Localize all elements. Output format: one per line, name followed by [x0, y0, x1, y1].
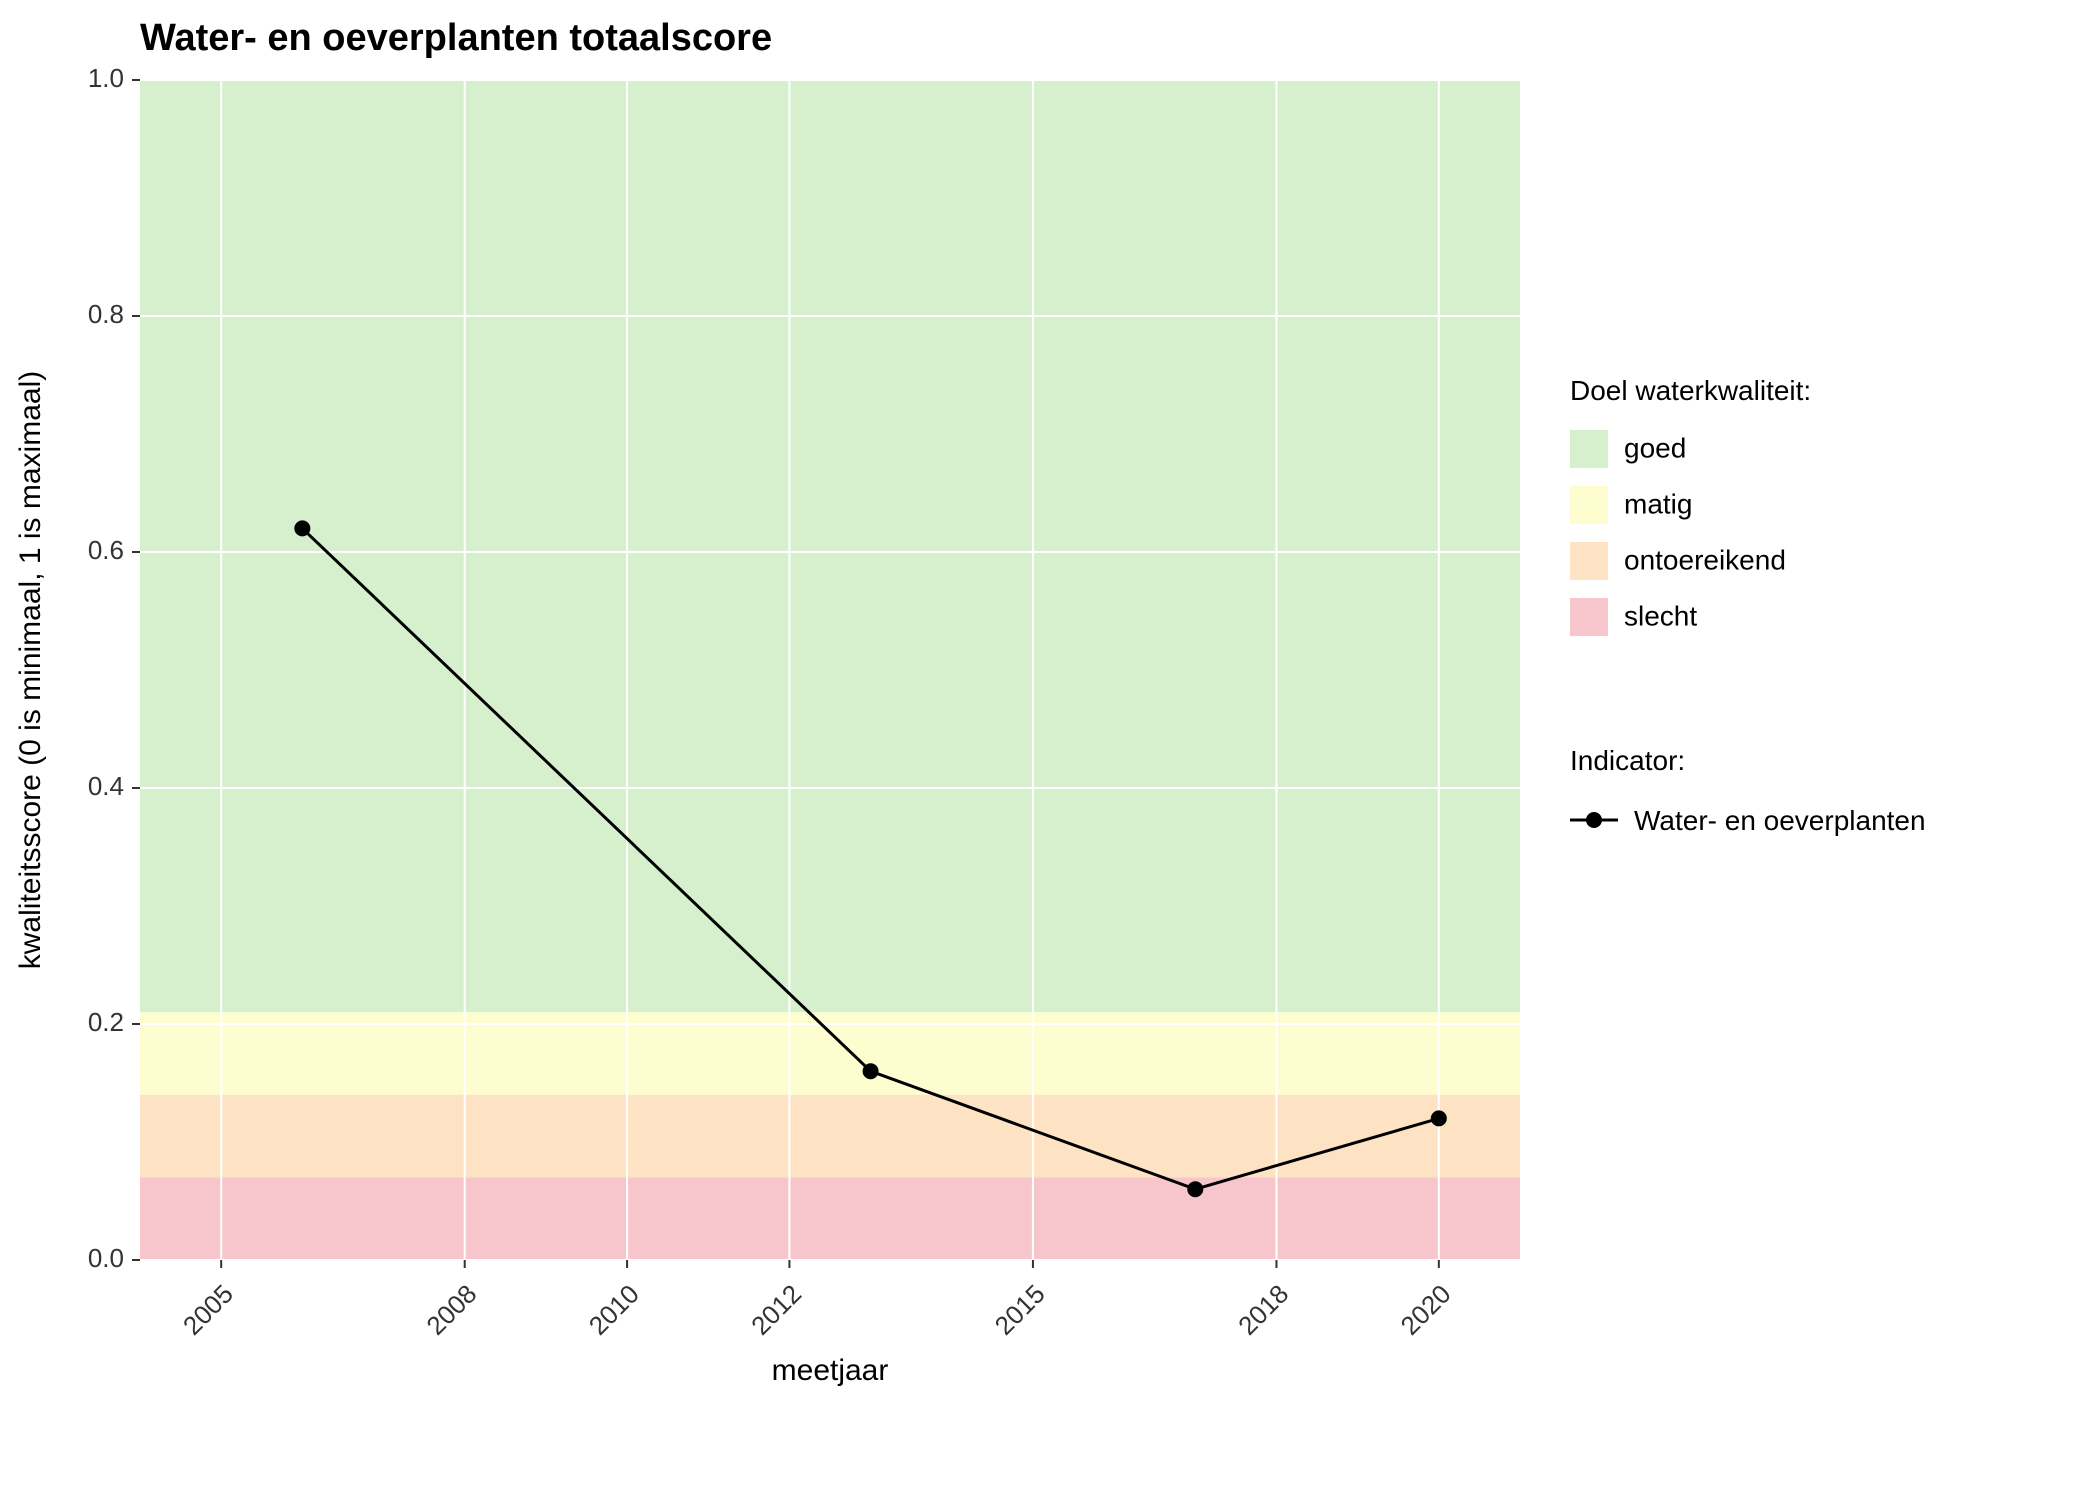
series-point [294, 520, 310, 536]
legend-swatch-goed [1570, 430, 1608, 468]
band-goed [140, 80, 1520, 1012]
series-point [1187, 1181, 1203, 1197]
legend-title-indicator: Indicator: [1570, 745, 1685, 776]
y-axis-label: kwaliteitsscore (0 is minimaal, 1 is max… [14, 371, 47, 969]
ytick-label: 0.2 [88, 1007, 124, 1037]
legend-label-goed: goed [1624, 432, 1686, 463]
legend-label-ontoereikend: ontoereikend [1624, 544, 1786, 575]
legend-title-quality: Doel waterkwaliteit: [1570, 375, 1811, 406]
band-slecht [140, 1177, 1520, 1260]
series-point [863, 1063, 879, 1079]
legend-indicator-marker [1586, 812, 1602, 828]
series-point [1431, 1110, 1447, 1126]
ytick-label: 0.8 [88, 299, 124, 329]
band-ontoereikend [140, 1095, 1520, 1178]
legend-label-matig: matig [1624, 488, 1692, 519]
ytick-label: 0.0 [88, 1243, 124, 1273]
legend-indicator-label: Water- en oeverplanten [1634, 805, 1926, 836]
chart-title: Water- en oeverplanten totaalscore [140, 17, 772, 59]
legend-swatch-matig [1570, 486, 1608, 524]
ytick-label: 0.6 [88, 535, 124, 565]
ytick-label: 1.0 [88, 63, 124, 93]
chart-svg: 0.00.20.40.60.81.02005200820102012201520… [0, 0, 2100, 1500]
legend-swatch-ontoereikend [1570, 542, 1608, 580]
legend-label-slecht: slecht [1624, 600, 1697, 631]
x-axis-label: meetjaar [772, 1354, 889, 1387]
legend-swatch-slecht [1570, 598, 1608, 636]
ytick-label: 0.4 [88, 771, 124, 801]
